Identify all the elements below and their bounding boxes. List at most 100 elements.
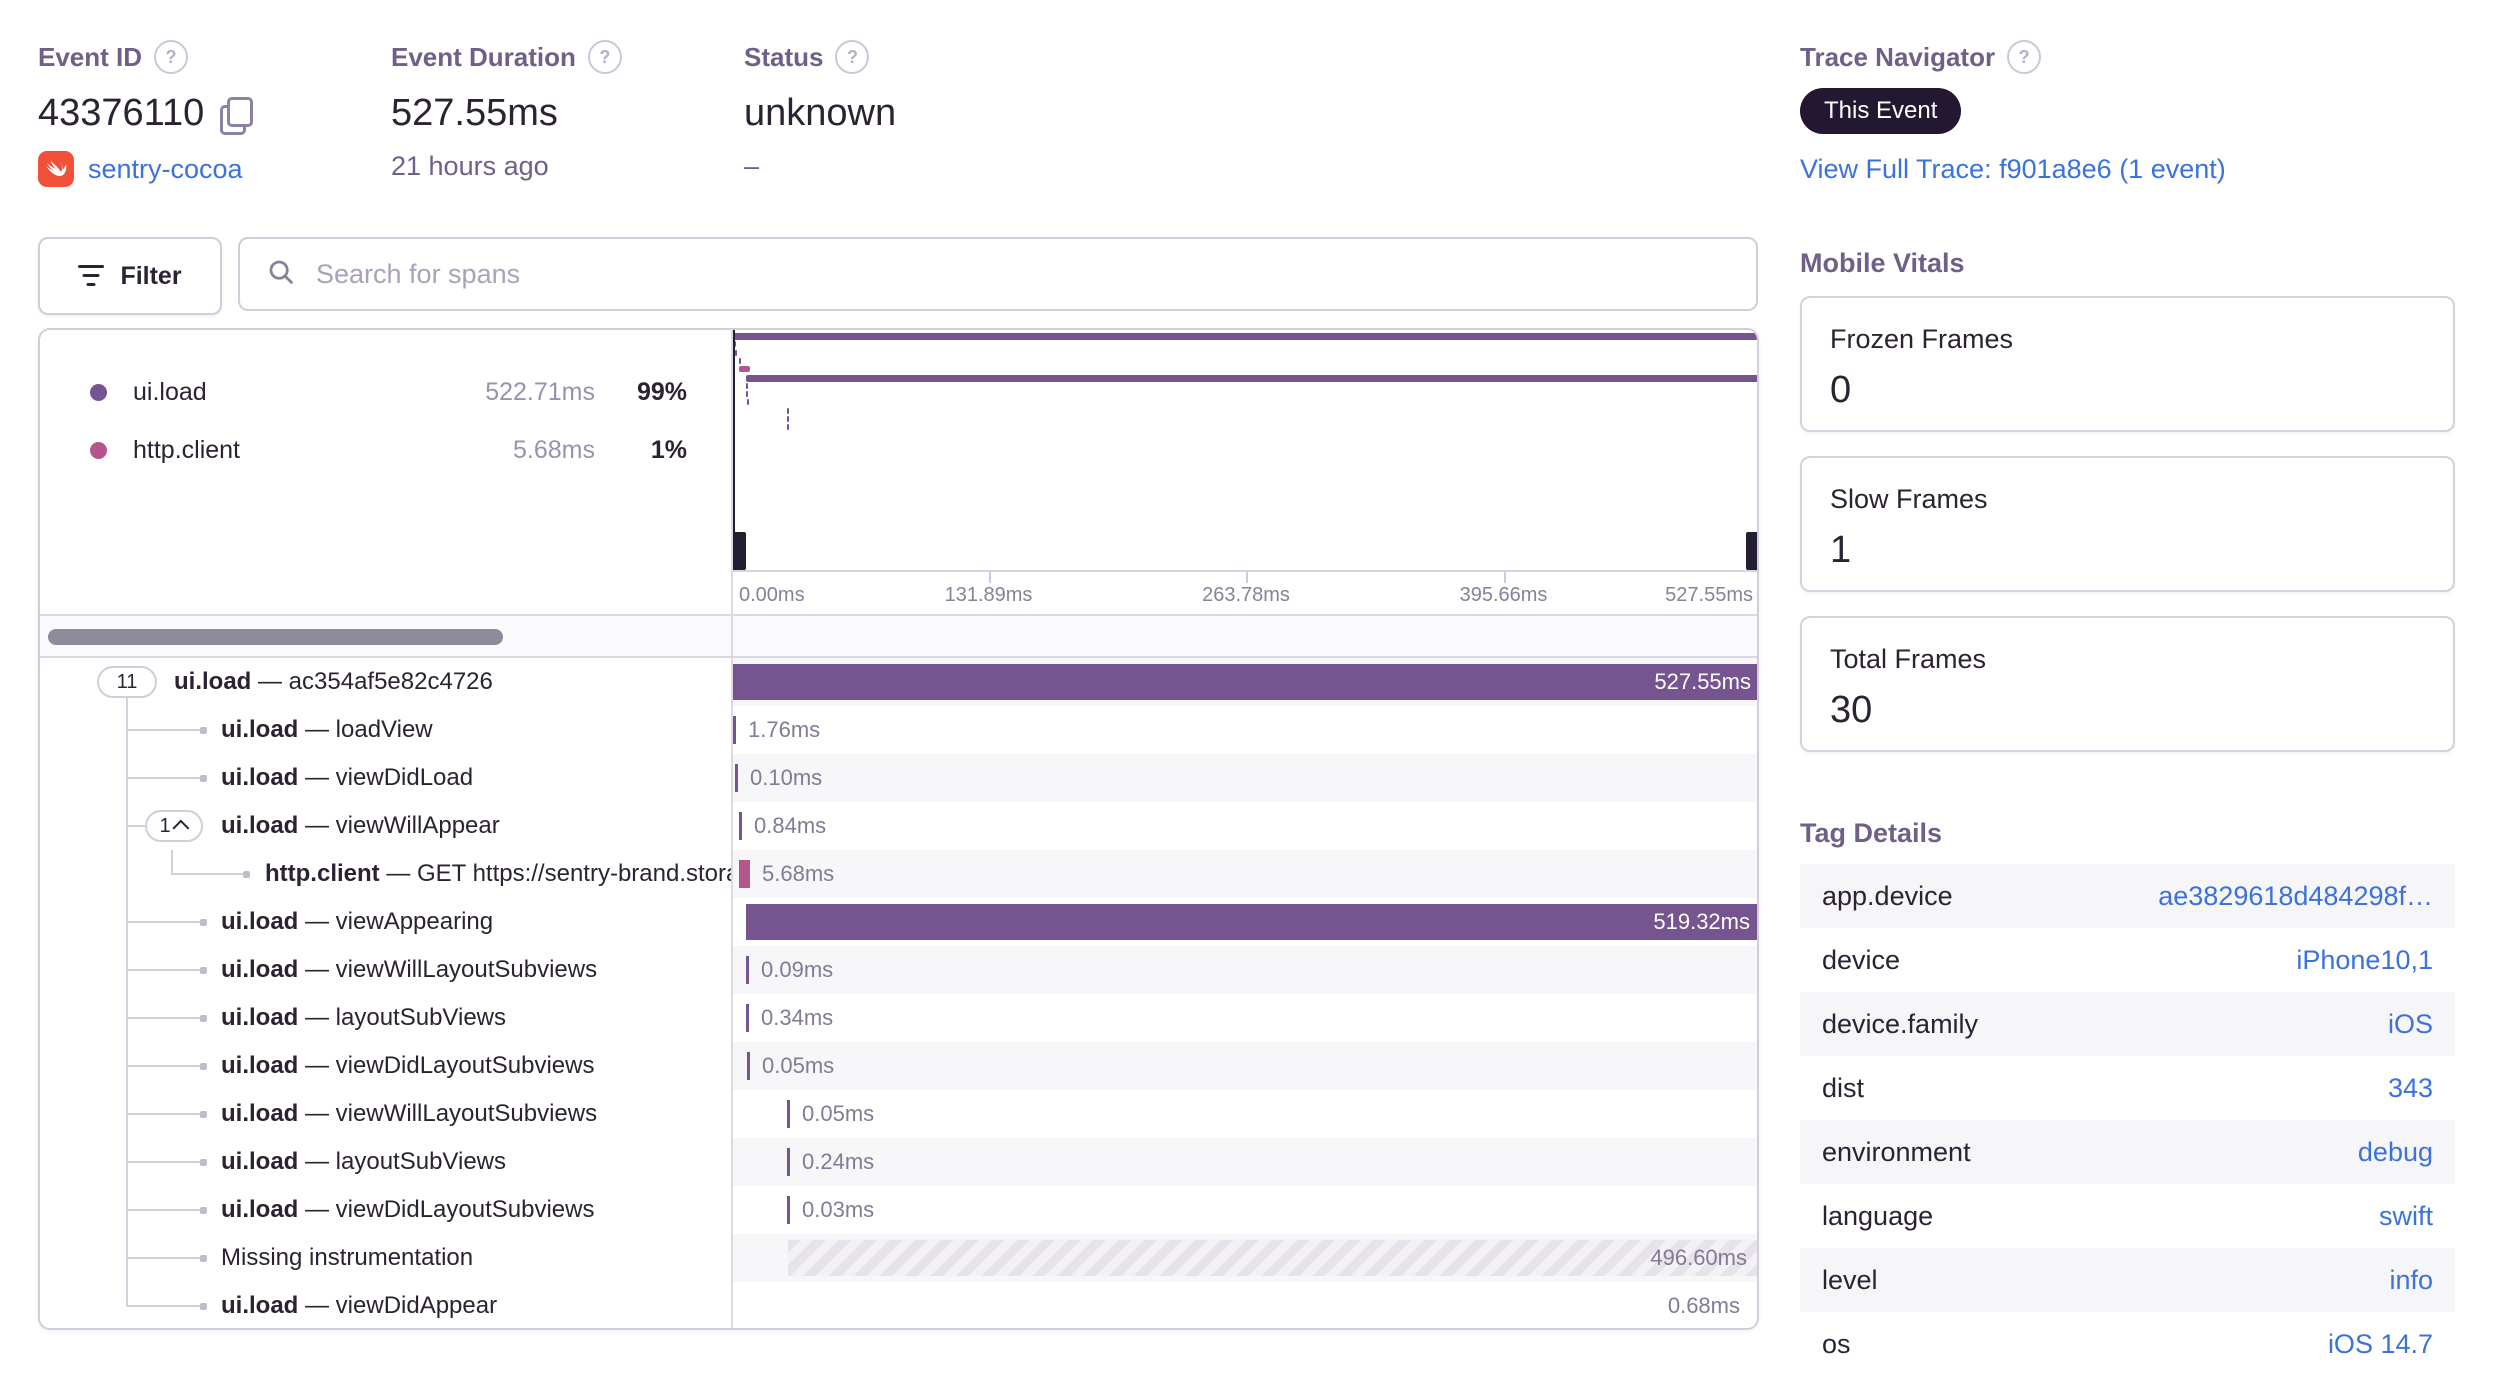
- tag-key: level: [1822, 1264, 1878, 1295]
- minimap-right-edge[interactable]: [1757, 330, 1759, 570]
- span-duration-label: 519.32ms: [1653, 909, 1750, 934]
- help-icon[interactable]: ?: [587, 40, 622, 74]
- tag-value-link[interactable]: iOS: [2387, 1008, 2433, 1039]
- help-icon[interactable]: ?: [835, 40, 870, 74]
- span-row[interactable]: 0.34ms ui.load — layoutSubViews: [40, 994, 1757, 1042]
- help-icon[interactable]: ?: [154, 40, 189, 74]
- span-row[interactable]: 0.09ms ui.load — viewWillLayoutSubviews: [40, 946, 1757, 994]
- status-label: Status: [744, 41, 824, 72]
- copy-icon[interactable]: [220, 96, 254, 135]
- tree-connector-line: [126, 1138, 128, 1186]
- span-duration-label: 496.60ms: [1650, 1245, 1747, 1270]
- tag-value-link[interactable]: iOS 14.7: [2327, 1328, 2433, 1359]
- span-row[interactable]: 1.76ms ui.load — loadView: [40, 706, 1757, 754]
- view-full-trace-link[interactable]: View Full Trace: f901a8e6 (1 event): [1800, 154, 2226, 184]
- tag-value-link[interactable]: 343: [2387, 1072, 2433, 1103]
- legend-item[interactable]: ui.load 522.71ms 99%: [40, 368, 731, 416]
- span-tick: [735, 764, 738, 792]
- tree-connector-line: [126, 1305, 202, 1307]
- tag-value-link[interactable]: info: [2389, 1264, 2433, 1295]
- tree-connector-line: [126, 1234, 128, 1282]
- tag-value-link[interactable]: iPhone10,1: [2296, 944, 2433, 975]
- tag-row: level info: [1800, 1248, 2455, 1312]
- span-row[interactable]: 0.10ms ui.load — viewDidLoad: [40, 754, 1757, 802]
- span-row[interactable]: 0.24ms ui.load — layoutSubViews: [40, 1138, 1757, 1186]
- tree-connector-line: [126, 1017, 202, 1019]
- help-icon[interactable]: ?: [2007, 40, 2042, 74]
- axis-tick: [988, 572, 991, 583]
- tree-connector-line: [126, 825, 146, 827]
- span-waterfall-panel: ui.load 522.71ms 99% http.client 5.68ms 1% 0.…: [38, 328, 1759, 1330]
- tree-connector-line: [126, 946, 128, 994]
- tree-bullet: [200, 727, 207, 734]
- project-link[interactable]: sentry-cocoa: [88, 153, 243, 184]
- tag-value-link[interactable]: ae3829618d484298f…: [2158, 880, 2433, 911]
- filter-button[interactable]: Filter: [38, 237, 222, 315]
- span-row[interactable]: 519.32ms ui.load — viewAppearing: [40, 898, 1757, 946]
- panel-divider: [731, 330, 733, 1328]
- vital-card-label: Slow Frames: [1830, 484, 1988, 514]
- span-duration-label: 0.05ms: [802, 1101, 875, 1126]
- axis-label: 527.55ms: [1665, 584, 1753, 606]
- tree-scrollbar-track[interactable]: [40, 614, 1757, 658]
- tree-connector-line: [126, 1209, 202, 1211]
- minimap-left-handle[interactable]: [731, 532, 746, 570]
- span-timeline-cell: 0.05ms: [731, 1042, 1757, 1090]
- tag-value-link[interactable]: swift: [2379, 1200, 2433, 1231]
- tree-connector-line: [126, 1042, 128, 1090]
- span-row[interactable]: 0.03ms ui.load — viewDidLayoutSubviews: [40, 1186, 1757, 1234]
- tree-connector-line: [126, 1065, 202, 1067]
- span-count-pill[interactable]: 11: [97, 666, 157, 698]
- tree-connector-line: [126, 777, 202, 779]
- span-row[interactable]: 0.68ms ui.load — viewDidAppear: [40, 1282, 1759, 1328]
- legend-item[interactable]: http.client 5.68ms 1%: [40, 426, 731, 474]
- tree-bullet: [243, 871, 250, 878]
- legend-duration: 522.71ms: [485, 377, 595, 406]
- event-duration-label: Event Duration: [391, 41, 576, 72]
- span-tick: [1758, 1292, 1759, 1320]
- event-id-column: Event ID ? 43376110 sentry-cocoa: [38, 40, 254, 187]
- search-input[interactable]: [314, 257, 1756, 291]
- tree-connector-line: [126, 1257, 202, 1259]
- span-row[interactable]: 496.60ms Missing instrumentation: [40, 1234, 1757, 1282]
- span-timeline-cell: 1.76ms: [731, 706, 1757, 754]
- span-row[interactable]: 0.84ms 1 ui.load — viewWillAppear: [40, 802, 1757, 850]
- span-duration-label: 0.09ms: [761, 957, 834, 982]
- span-label: Missing instrumentation: [221, 1244, 474, 1271]
- tag-value-link[interactable]: debug: [2357, 1136, 2433, 1167]
- minimap-span-mark: [739, 366, 750, 372]
- legend-duration: 5.68ms: [513, 435, 595, 464]
- tree-bullet: [200, 1303, 207, 1310]
- span-label: ui.load — ac354af5e82c4726: [174, 668, 493, 695]
- span-tree-cell: ui.load — layoutSubViews: [40, 994, 731, 1042]
- mobile-vitals-title: Mobile Vitals: [1800, 248, 1965, 278]
- event-age: 21 hours ago: [391, 151, 549, 181]
- tree-scrollbar-thumb[interactable]: [48, 629, 503, 645]
- legend-percent: 99%: [636, 377, 687, 406]
- filter-icon: [78, 265, 105, 287]
- tree-connector-line: [126, 754, 128, 802]
- span-timeline-cell: 0.03ms: [731, 1186, 1757, 1234]
- legend-op-label: ui.load: [133, 377, 207, 406]
- span-tree-cell: Missing instrumentation: [40, 1234, 731, 1282]
- span-search[interactable]: [238, 237, 1758, 311]
- span-timeline-cell: 0.09ms: [731, 946, 1757, 994]
- op-legend: ui.load 522.71ms 99% http.client 5.68ms 1%: [40, 330, 731, 614]
- span-tick: [746, 1004, 749, 1032]
- span-row[interactable]: 0.05ms ui.load — viewWillLayoutSubviews: [40, 1090, 1757, 1138]
- minimap-right-handle[interactable]: [1746, 532, 1757, 570]
- span-row[interactable]: 0.05ms ui.load — viewDidLayoutSubviews: [40, 1042, 1757, 1090]
- span-tree-cell: ui.load — viewDidLayoutSubviews: [40, 1186, 731, 1234]
- span-row[interactable]: 527.55ms 11 ui.load — ac354af5e82c4726: [40, 658, 1757, 706]
- trace-minimap[interactable]: [731, 330, 1759, 570]
- minimap-left-edge[interactable]: [731, 330, 735, 570]
- span-label: ui.load — viewWillLayoutSubviews: [221, 956, 598, 983]
- vital-card-label: Total Frames: [1830, 644, 1987, 674]
- span-timeline-cell: 0.24ms: [731, 1138, 1757, 1186]
- span-row[interactable]: 5.68ms http.client — GET https://sentry-b…: [40, 850, 1757, 898]
- axis-label: 131.89ms: [944, 584, 1033, 606]
- span-tick: [787, 1148, 790, 1176]
- span-expand-pill[interactable]: 1: [145, 810, 203, 842]
- tree-connector-line: [126, 1113, 202, 1115]
- span-tree-cell: ui.load — viewAppearing: [40, 898, 731, 946]
